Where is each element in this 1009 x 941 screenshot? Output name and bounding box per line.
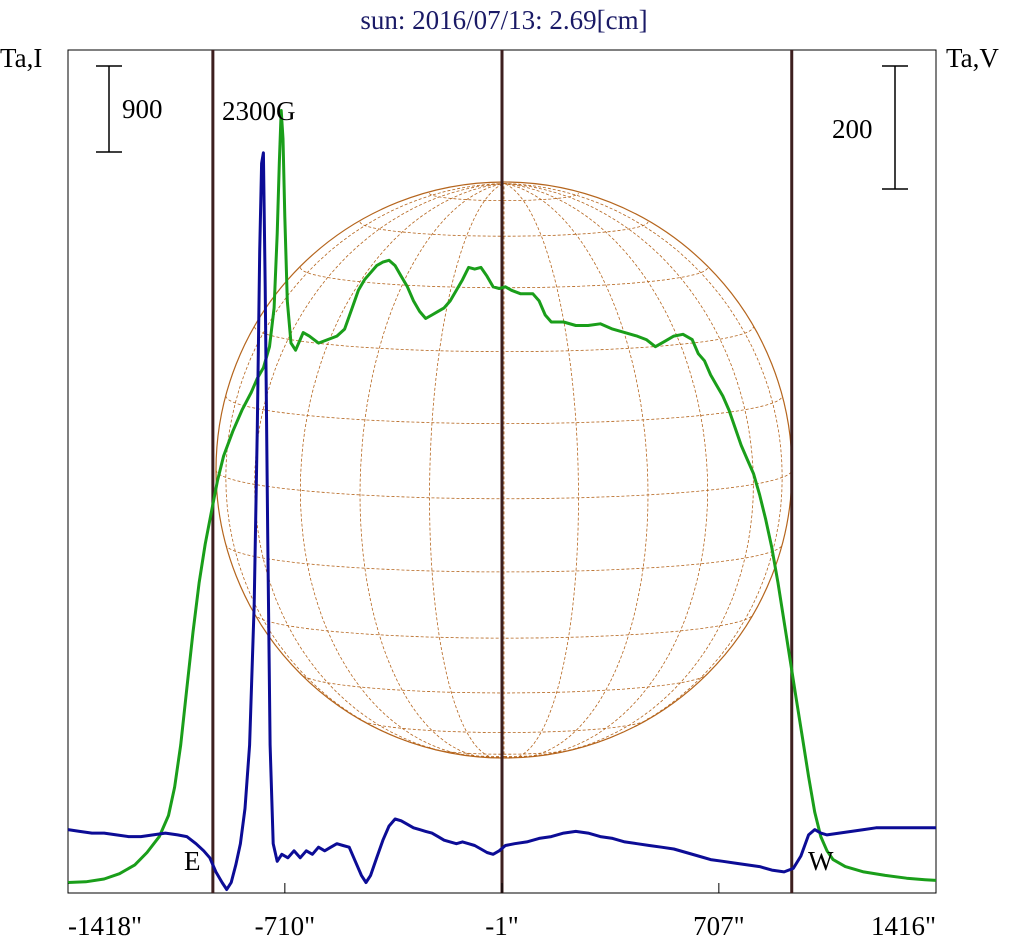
x-tick-label: 1416" — [871, 911, 936, 941]
series-line-2 — [67, 151, 936, 891]
left-scale-bar: 900 — [96, 65, 163, 153]
x-axis-ticks: -1418" -710" -1" 707" 1416" — [67, 883, 937, 941]
longitude-line — [429, 183, 505, 759]
series-layer — [67, 109, 937, 891]
solar-disk-grid — [215, 181, 793, 759]
x-tick-label: -1" — [485, 911, 519, 941]
right-scale-bar: 200 — [832, 65, 908, 190]
y-axis-label-left: Ta,I — [0, 43, 42, 73]
vertical-markers — [211, 50, 794, 893]
y-axis-label-right: Ta,V — [946, 43, 999, 73]
longitude-line — [503, 183, 649, 759]
longitude-line — [503, 183, 709, 758]
latitude-line — [359, 221, 649, 237]
x-tick-label: -710" — [255, 911, 316, 941]
longitude-line — [225, 183, 505, 757]
latitude-line — [359, 718, 649, 733]
chart-title: sun: 2016/07/13: 2.69[cm] — [360, 5, 647, 35]
longitude-line — [254, 183, 505, 758]
longitude-line — [503, 183, 783, 757]
series-line-1 — [67, 109, 937, 884]
right-scale-value: 200 — [832, 114, 873, 144]
x-tick-label: 707" — [693, 911, 745, 941]
longitude-line — [503, 183, 579, 759]
longitude-line — [299, 183, 505, 758]
magnetic-field-label: 2300G — [222, 96, 296, 126]
west-label: W — [808, 846, 834, 876]
latitude-line — [225, 395, 783, 424]
longitude-line — [503, 183, 754, 758]
east-label: E — [184, 846, 201, 876]
latitude-line — [254, 326, 754, 352]
x-tick-label: -1418" — [68, 911, 142, 941]
longitude-line — [359, 183, 505, 759]
left-scale-value: 900 — [122, 94, 163, 124]
